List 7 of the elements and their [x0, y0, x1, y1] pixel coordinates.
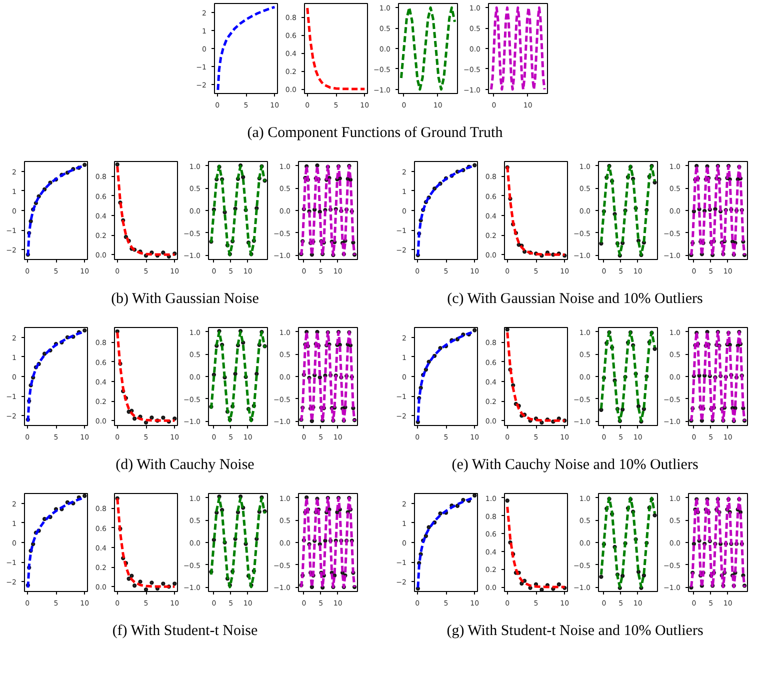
- text: (c) With Gaussian Noise and 10% Outliers: [447, 290, 703, 309]
- text: (g) With Student-t Noise and 10% Outliers: [446, 622, 704, 641]
- text: (b) With Gaussian Noise: [111, 290, 259, 309]
- text: (f) With Student-t Noise: [112, 622, 258, 641]
- text: (e) With Cauchy Noise and 10% Outliers: [452, 456, 698, 475]
- text: (d) With Cauchy Noise: [116, 456, 254, 475]
- text: (a) Component Functions of Ground Truth: [247, 124, 503, 143]
